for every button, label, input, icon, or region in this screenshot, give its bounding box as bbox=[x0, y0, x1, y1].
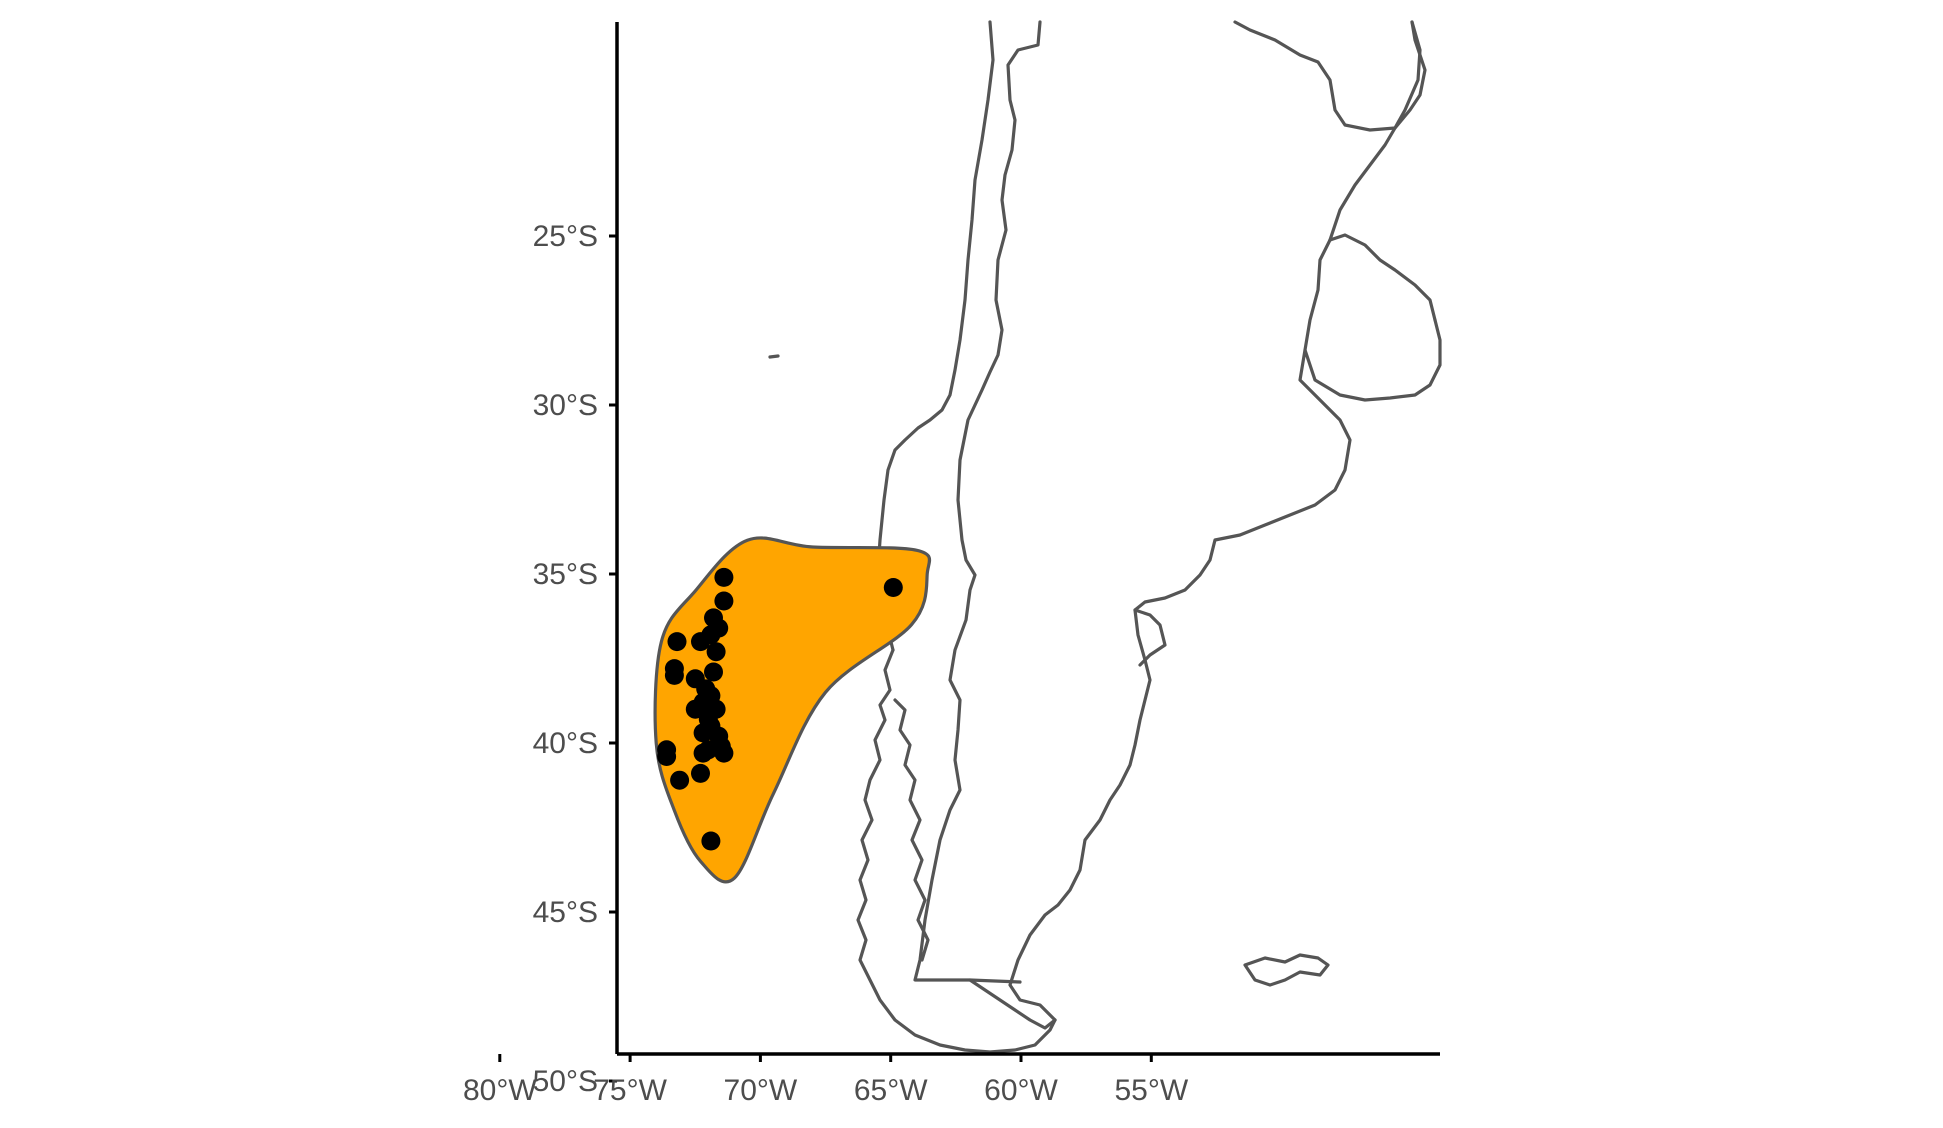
chile-fjords bbox=[856, 648, 1057, 1054]
occurrence-point bbox=[693, 723, 713, 743]
juan-fernandez-islands bbox=[768, 354, 780, 359]
occurrence-point bbox=[714, 591, 734, 611]
occurrence-point bbox=[664, 665, 684, 685]
y-tick-label: 30°S bbox=[533, 389, 598, 422]
occurrence-point bbox=[883, 578, 903, 597]
x-tick-label: 60°W bbox=[984, 1074, 1058, 1107]
occurrence-point bbox=[691, 632, 710, 652]
tierra-del-fuego bbox=[968, 978, 1057, 1030]
occurrence-point bbox=[714, 743, 734, 763]
occurrence-point bbox=[691, 763, 710, 783]
uruguay-border bbox=[1328, 233, 1437, 322]
valdes-peninsula bbox=[1133, 608, 1167, 667]
occurrence-point bbox=[701, 831, 721, 851]
x-tick-label: 55°W bbox=[1114, 1074, 1188, 1107]
occurrence-point bbox=[667, 632, 687, 652]
x-tick-label: 80°W bbox=[463, 1074, 537, 1107]
y-tick-label: 25°S bbox=[533, 220, 598, 253]
occurrence-point bbox=[714, 567, 734, 587]
occurrence-point bbox=[693, 743, 713, 763]
occurrence-point bbox=[657, 747, 677, 766]
argentina-atlantic-coast bbox=[1233, 20, 1427, 132]
x-tick-label: 65°W bbox=[854, 1074, 928, 1107]
andes-border bbox=[913, 20, 1042, 984]
buenos-aires-coast bbox=[1008, 348, 1352, 1022]
occurrence-point bbox=[685, 699, 705, 719]
chile-islands bbox=[893, 698, 930, 962]
falkland-islands bbox=[1243, 953, 1330, 987]
y-tick-label: 45°S bbox=[533, 896, 598, 929]
brazil-coast bbox=[1328, 20, 1422, 242]
x-tick-label: 75°W bbox=[593, 1074, 667, 1107]
rio-de-la-plata-coast bbox=[1303, 238, 1442, 402]
x-tick-label: 70°W bbox=[724, 1074, 798, 1107]
coastline-borders bbox=[768, 20, 1442, 1054]
occurrence-point bbox=[670, 770, 690, 790]
occurrence-points-layer bbox=[657, 567, 903, 851]
y-tick-label: 35°S bbox=[533, 558, 598, 591]
occurrence-point bbox=[706, 642, 726, 662]
occurrence-point bbox=[704, 662, 723, 682]
x-axis: 80°W 75°W 70°W 65°W 60°W 55°W bbox=[463, 1052, 1440, 1107]
y-axis: 25°S 30°S 35°S 40°S 45°S 50°S bbox=[533, 22, 619, 1098]
y-tick-label: 50°S bbox=[533, 1065, 598, 1098]
y-tick-label: 40°S bbox=[533, 727, 598, 760]
